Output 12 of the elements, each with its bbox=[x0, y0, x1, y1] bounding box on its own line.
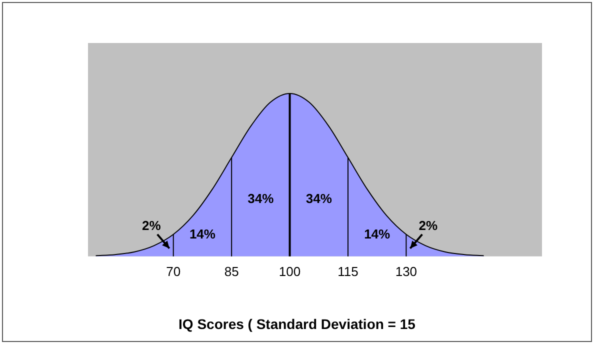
x-tick-label: 70 bbox=[166, 264, 181, 279]
annotation: 2% bbox=[418, 218, 438, 233]
x-axis-title: IQ Scores ( Standard Deviation = 15 bbox=[178, 316, 416, 332]
annotation: 34% bbox=[306, 191, 332, 206]
x-tick-label: 100 bbox=[278, 264, 301, 279]
x-tick-label: 115 bbox=[338, 264, 358, 279]
x-tick-label: 85 bbox=[224, 264, 239, 279]
x-tick-label: 130 bbox=[395, 264, 418, 279]
annotation: 2% bbox=[142, 218, 162, 233]
annotation: 14% bbox=[364, 226, 391, 242]
annotation: 34% bbox=[248, 191, 274, 206]
annotation: 14% bbox=[189, 226, 216, 242]
